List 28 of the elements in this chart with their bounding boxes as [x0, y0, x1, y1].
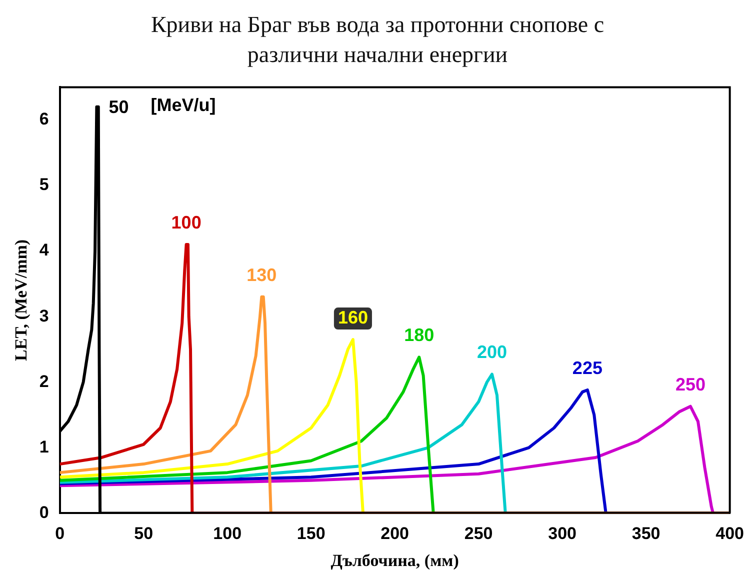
x-tick-label: 250 [464, 524, 493, 544]
chart-title: Криви на Браг във вода за протонни снопове с различни начални енергии [150, 11, 606, 69]
series-label: 130 [246, 264, 277, 285]
x-tick-label: 400 [716, 524, 744, 544]
annotation: [MeV/u] [150, 95, 216, 116]
x-tick-label: 0 [55, 524, 65, 544]
series-label: 50 [108, 97, 129, 118]
y-tick-label: 3 [39, 306, 49, 326]
y-tick-label: 4 [39, 240, 50, 260]
series-label: 160 [338, 307, 368, 328]
series-label: 225 [572, 358, 602, 378]
series-label: 200 [476, 342, 508, 362]
y-tick-label: 5 [39, 175, 49, 194]
y-tick-label: 6 [39, 110, 49, 129]
x-tick-label: 300 [548, 524, 577, 544]
y-tick-label: 2 [39, 372, 49, 391]
series-label: 250 [675, 374, 706, 394]
x-tick-label: 100 [213, 524, 242, 544]
x-tick-label: 200 [380, 524, 410, 544]
x-tick-label: 150 [296, 524, 326, 544]
series-label: 100 [171, 212, 202, 232]
series-label: 180 [404, 325, 434, 346]
x-tick-label: 50 [134, 524, 154, 544]
x-tick-label: 350 [632, 524, 660, 544]
y-axis-title: LET, (MeV/mm) [12, 239, 31, 361]
y-tick-label: 1 [39, 437, 49, 456]
y-tick-label: 0 [39, 502, 49, 522]
x-axis-title: Дълбочина, (мм) [330, 551, 459, 570]
